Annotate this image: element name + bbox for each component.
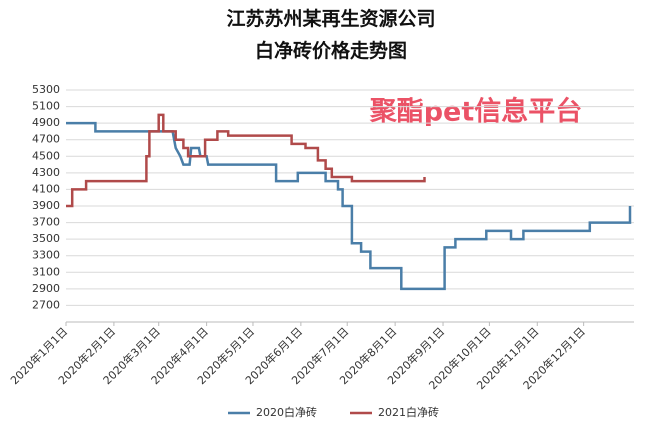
series-line bbox=[66, 121, 632, 291]
y-tick-label: 2900 bbox=[32, 282, 60, 295]
chart-subtitle: 白净砖价格走势图 bbox=[255, 39, 407, 62]
y-tick-label: 4700 bbox=[32, 133, 60, 146]
y-tick-label: 4100 bbox=[32, 182, 60, 195]
watermark: 聚酯pet信息平台 bbox=[369, 96, 583, 128]
y-tick-label: 3500 bbox=[32, 232, 60, 245]
y-tick-label: 5300 bbox=[32, 83, 60, 96]
y-tick-label: 4500 bbox=[32, 149, 60, 162]
y-tick-label: 4900 bbox=[32, 116, 60, 129]
y-tick-label: 3100 bbox=[32, 265, 60, 278]
y-tick-label: 4300 bbox=[32, 166, 60, 179]
y-tick-label: 2700 bbox=[32, 298, 60, 311]
y-tick-label: 3700 bbox=[32, 216, 60, 229]
y-tick-label: 3900 bbox=[32, 199, 60, 212]
legend-label: 2020白净砖 bbox=[256, 405, 317, 419]
legend-label: 2021白净砖 bbox=[378, 405, 439, 419]
y-tick-label: 5100 bbox=[32, 100, 60, 113]
y-tick-label: 3300 bbox=[32, 249, 60, 262]
chart-title: 江苏苏州某再生资源公司 bbox=[226, 7, 435, 30]
series-line bbox=[66, 113, 426, 208]
